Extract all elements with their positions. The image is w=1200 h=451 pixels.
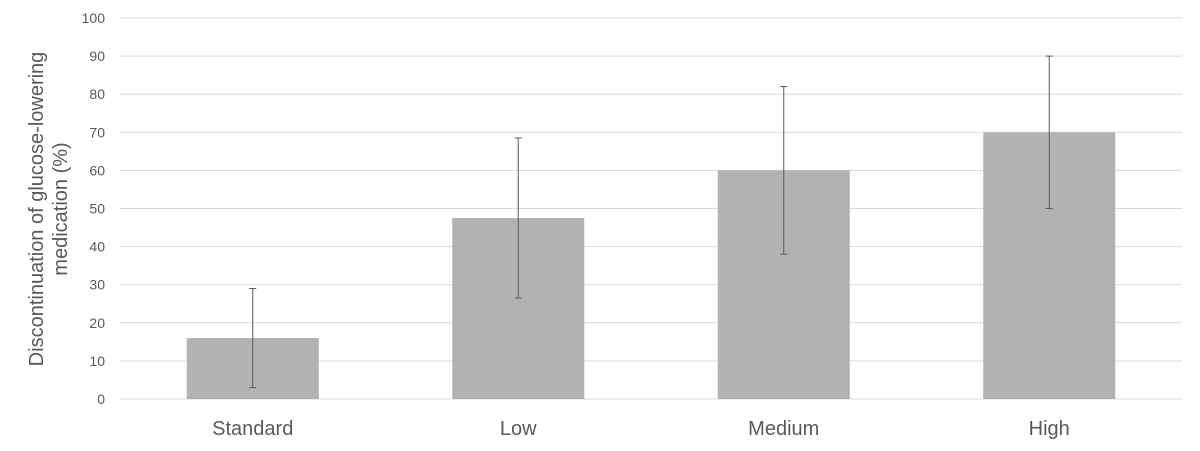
x-category-label: Standard [212,418,293,440]
y-tick-label: 70 [89,124,105,140]
y-tick-label: 0 [97,391,105,407]
y-axis-title: Discontinuation of glucose-lowering medi… [26,52,72,367]
y-tick-label: 10 [89,353,105,369]
error-bar-low [514,137,522,299]
error-bar-high [1045,55,1053,209]
x-category-label: Medium [748,418,819,440]
y-tick-label: 60 [89,162,105,178]
x-category-label: Low [500,418,537,440]
y-tick-label: 100 [82,10,106,26]
y-tick-label: 20 [89,315,105,331]
x-category-label: High [1029,418,1070,440]
error-bar-standard [249,288,257,389]
y-axis-title-line-1: Discontinuation of glucose-lowering [26,52,48,367]
y-axis-tick-labels: 0 10 20 30 40 50 60 70 80 90 100 [82,10,106,407]
y-axis-title-line-2: medication (%) [50,142,72,275]
x-axis-category-labels: Standard Low Medium High [212,418,1070,440]
y-tick-label: 80 [89,86,105,102]
y-tick-label: 50 [89,201,105,217]
y-tick-label: 90 [89,48,105,64]
y-tick-label: 40 [89,239,105,255]
error-bars [249,55,1053,389]
error-bar-medium [780,86,788,255]
bars [186,132,1116,400]
y-tick-label: 30 [89,277,105,293]
